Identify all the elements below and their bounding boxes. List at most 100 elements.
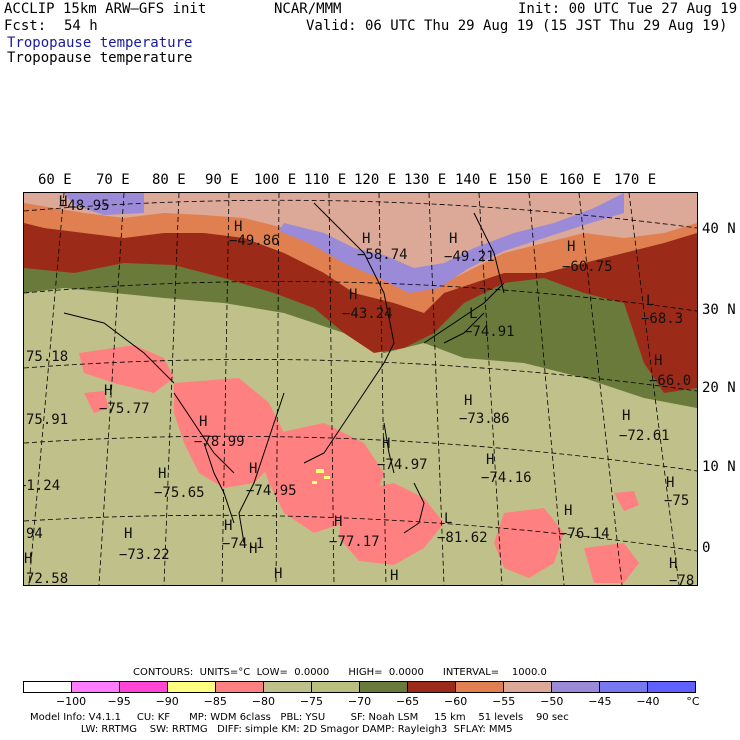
lon-label: 130 E (404, 172, 447, 188)
map-value-label: −48.95 (59, 198, 110, 214)
model-title: ACCLIP 15km ARW–GFS init (4, 1, 207, 17)
colorbar-swatch (552, 682, 600, 692)
field-title: Tropopause temperature (7, 35, 193, 51)
map-high-label: H (199, 414, 207, 430)
map-high-label: H (249, 541, 257, 557)
colorbar-swatch (264, 682, 312, 692)
map-value-label: −68.3 (641, 311, 683, 327)
colorbar-tick-label: −95 (107, 695, 131, 708)
lat-label: 10 N (702, 459, 736, 475)
map-high-label: H (567, 239, 575, 255)
colorbar-swatch (24, 682, 72, 692)
map-high-label: H (390, 568, 398, 584)
map-value-label: 94 (26, 526, 43, 542)
colorbar-swatch (72, 682, 120, 692)
lon-label: 70 E (96, 172, 130, 188)
colorbar-swatch (360, 682, 408, 692)
colorbar-tick-label: −75 (299, 695, 324, 708)
colorbar-swatch (120, 682, 168, 692)
map-high-label: H (274, 566, 282, 582)
lat-label: 0 (702, 540, 711, 556)
model-info-line1: Model Info: V4.1.1 CU: KF MP: WDM 6class… (30, 712, 569, 723)
map-high-label: H (158, 466, 166, 482)
map-high-label: H (59, 194, 67, 210)
map-high-label: H (362, 231, 370, 247)
map-value-label: −60.75 (562, 259, 613, 275)
model-info-line2: LW: RRTMG SW: RRTMG DIFF: simple KM: 2D … (30, 724, 513, 735)
map-value-label: −78.99 (194, 434, 245, 450)
lon-label: 110 E (304, 172, 347, 188)
map-low-label: L (444, 511, 452, 527)
lon-label: 160 E (559, 172, 602, 188)
colorbar-tick-label: −45 (588, 695, 612, 708)
colorbar-swatch (456, 682, 504, 692)
colorbar-tick-label: −80 (251, 695, 275, 708)
map-high-label: H (234, 219, 242, 235)
colorbar-swatch (504, 682, 552, 692)
colorbar-tick-label: −60 (444, 695, 468, 708)
map-high-label: H (669, 556, 677, 572)
field-pink-patches (79, 345, 639, 583)
map-value-label: −49.21 (444, 249, 495, 265)
map-low-label: L (646, 293, 654, 309)
map-high-label: H (349, 287, 357, 303)
map-high-label: H (249, 461, 257, 477)
map-value-label: −81.62 (437, 530, 488, 546)
map-value-label: −74.1 (222, 536, 264, 552)
colorbar-tick-label: −65 (395, 695, 420, 708)
map-value-label: −49.86 (229, 233, 280, 249)
map-high-label: H (564, 503, 572, 519)
map-value-label: −74.91 (464, 324, 515, 340)
org-label: NCAR/MMM (274, 1, 342, 17)
init-time: Init: 00 UTC Tue 27 Aug 19 (518, 1, 738, 17)
lon-label: 80 E (152, 172, 186, 188)
map-value-label: −75.77 (99, 401, 150, 417)
map-value-label: −75 (664, 493, 689, 509)
map-high-label: H (449, 231, 457, 247)
map-value-label: −78 (669, 573, 694, 585)
lon-label: 140 E (455, 172, 498, 188)
colorbar-swatch (312, 682, 360, 692)
colorbar-swatch (600, 682, 648, 692)
lat-label: 20 N (702, 380, 736, 396)
lat-label: 40 N (702, 221, 736, 237)
lon-label: 150 E (506, 172, 549, 188)
map-value-label: −74.97 (377, 457, 428, 473)
lon-label: 60 E (38, 172, 72, 188)
colorbar-swatch (648, 682, 695, 692)
forecast-hours: 54 h (64, 18, 98, 34)
map-value-label: −1.24 (24, 478, 60, 494)
colorbar-tick-label: −85 (203, 695, 227, 708)
map-high-label: H (382, 436, 390, 452)
lon-label: 100 E (254, 172, 297, 188)
map-value-label: −76.14 (559, 526, 610, 542)
map-value-label: −66.0 (649, 373, 691, 389)
map-value-label: −74.95 (246, 483, 297, 499)
map-high-label: H (334, 514, 342, 530)
map-value-label: 72.58 (26, 571, 68, 585)
contours-info: CONTOURS: UNITS=°C LOW= 0.0000 HIGH= 0.0… (133, 667, 547, 678)
map-high-label: H (464, 393, 472, 409)
colorbar-unit: °C (686, 695, 700, 708)
field-title-secondary: Tropopause temperature (7, 50, 193, 66)
field-yellow-specks (312, 469, 330, 484)
map-panel: H −48.95 H −49.86 H −58.74 H −49.21 H −6… (23, 192, 698, 586)
lon-label: 90 E (205, 172, 239, 188)
map-value-label: −72.61 (619, 428, 670, 444)
colorbar (23, 681, 696, 693)
colorbar-swatch (168, 682, 216, 692)
lat-label: 30 N (702, 302, 736, 318)
map-high-label: H (24, 551, 32, 567)
map-low-label: L (469, 306, 477, 322)
colorbar-tick-label: −55 (492, 695, 516, 708)
map-high-label: H (104, 383, 112, 399)
map-high-label: H (622, 408, 630, 424)
map-value-label: −73.86 (459, 411, 510, 427)
map-value-label: −75.65 (154, 485, 205, 501)
colorbar-tick-label: −50 (540, 695, 564, 708)
field-band-rose (24, 193, 697, 288)
coastlines (63, 202, 505, 544)
map-value-label: 75.91 (26, 412, 68, 428)
map-value-label: 75.18 (26, 349, 68, 365)
map-high-label: H (666, 475, 674, 491)
